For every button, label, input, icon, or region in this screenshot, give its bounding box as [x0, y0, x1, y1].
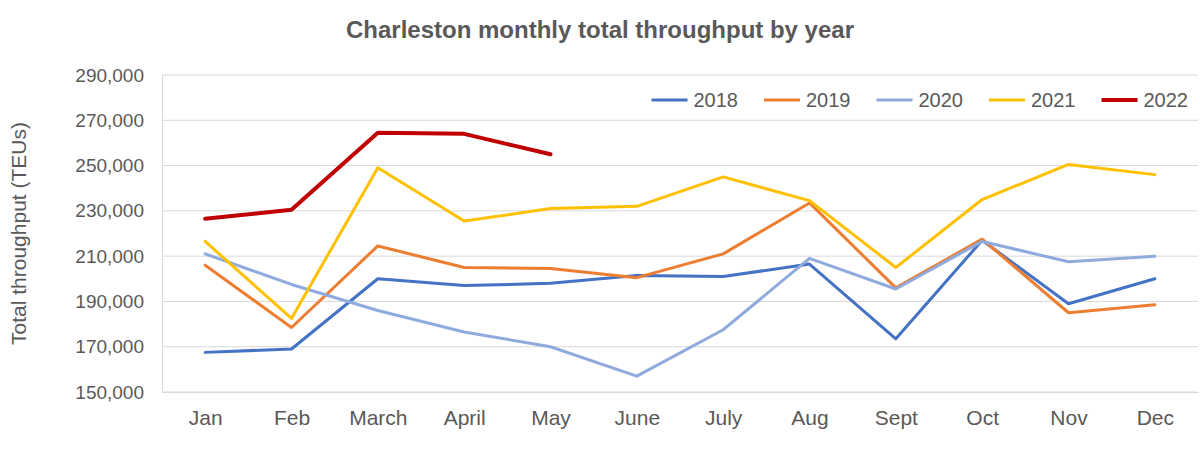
x-tick: Sept [875, 392, 918, 429]
x-tick: May [531, 392, 571, 429]
grid-line [162, 75, 1198, 76]
x-tick-label: April [444, 406, 486, 429]
y-axis-title: Total throughput (TEUs) [7, 122, 30, 345]
x-tick-label: Aug [791, 406, 828, 429]
x-tick: Oct [966, 392, 999, 429]
x-tick: Aug [791, 392, 828, 429]
series-line [205, 241, 1155, 376]
legend-swatch [652, 99, 688, 102]
x-tick: Jan [189, 392, 223, 429]
title: Charleston monthly total throughput by y… [346, 16, 854, 43]
chart: 150,000 170,000 190,000 210,000 230,000 250,0… [0, 0, 1200, 454]
legend-swatch [989, 99, 1025, 102]
legend-swatch [1102, 98, 1138, 102]
x-tick: April [444, 392, 486, 429]
grid-line [162, 346, 1198, 347]
x-tick-label: Oct [966, 406, 999, 429]
y-tick-label: 150,000 [75, 382, 144, 403]
y-tick: 230,000 [75, 200, 162, 221]
x-tick-label: Jan [189, 406, 223, 429]
x-tick-label: June [615, 406, 661, 429]
series-line [205, 133, 550, 219]
x-axis-line [163, 392, 1199, 393]
series-line [205, 240, 1155, 352]
y-tick: 270,000 [75, 110, 162, 131]
x-tick: Feb [274, 392, 310, 429]
legend-item: 2020 [877, 89, 964, 111]
y-tick: 170,000 [75, 336, 162, 357]
legend-label: 2020 [919, 89, 964, 111]
legend-item: 2018 [652, 89, 739, 111]
x-tick-label: Sept [875, 406, 918, 429]
grid [162, 75, 1198, 392]
legend-label: 2021 [1031, 89, 1076, 111]
x-tick-label: May [531, 406, 571, 429]
x-tick: Nov [1050, 392, 1088, 429]
legend-item: 2022 [1102, 89, 1189, 111]
legend-item: 2021 [989, 89, 1076, 111]
x-axis: Jan Feb March April May June July Aug Sept Oct Nov… [163, 392, 1199, 429]
y-tick: 290,000 [75, 65, 162, 86]
legend-item: 2019 [764, 89, 851, 111]
y-tick-label: 230,000 [75, 200, 144, 221]
legend-label: 2019 [806, 89, 851, 111]
legend: 2018 2019 2020 2021 2022 [652, 89, 1189, 111]
x-tick-label: Dec [1137, 406, 1174, 429]
y-tick: 190,000 [75, 291, 162, 312]
y-axis-line [162, 76, 163, 393]
x-tick-label: March [349, 406, 407, 429]
x-tick: Dec [1137, 392, 1174, 429]
x-tick-label: July [705, 406, 743, 429]
x-tick: June [615, 392, 661, 429]
y-tick-label: 210,000 [75, 246, 144, 267]
lines [205, 133, 1155, 376]
grid-line [162, 165, 1198, 166]
series-line [205, 164, 1155, 318]
y-tick-label: 170,000 [75, 336, 144, 357]
legend-label: 2022 [1144, 89, 1189, 111]
x-tick: July [705, 392, 743, 429]
y-tick: 150,000 [75, 382, 162, 403]
grid-line [162, 210, 1198, 211]
grid-line [162, 120, 1198, 121]
grid-line [162, 392, 1198, 393]
legend-swatch [877, 99, 913, 102]
y-tick: 210,000 [75, 246, 162, 267]
legend-label: 2018 [694, 89, 739, 111]
y-tick-label: 290,000 [75, 65, 144, 86]
x-tick-label: Feb [274, 406, 310, 429]
x-tick: March [349, 392, 407, 429]
legend-swatch [764, 99, 800, 102]
y-tick-label: 270,000 [75, 110, 144, 131]
y-tick-label: 190,000 [75, 291, 144, 312]
y-tick-label: 250,000 [75, 155, 144, 176]
y-tick: 250,000 [75, 155, 162, 176]
y-axis: 150,000 170,000 190,000 210,000 230,000 250,0… [75, 65, 162, 403]
x-tick-label: Nov [1050, 406, 1088, 429]
